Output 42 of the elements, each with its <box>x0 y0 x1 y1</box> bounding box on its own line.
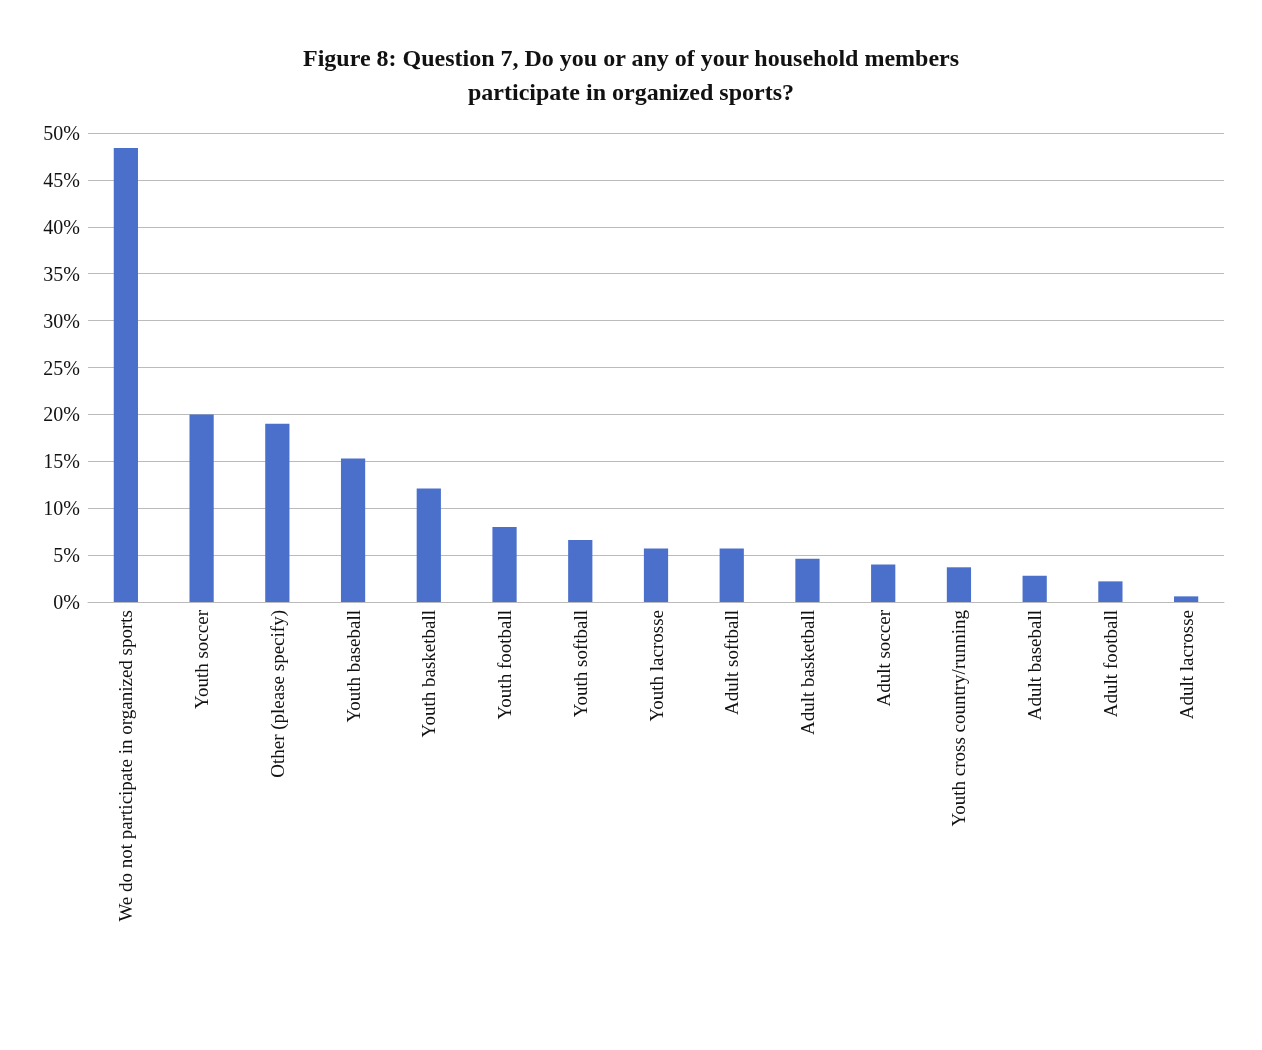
y-tick-label: 50% <box>43 122 80 144</box>
x-tick-label: Adult football <box>1099 610 1121 718</box>
x-tick-label: Adult baseball <box>1024 610 1046 721</box>
y-tick-label: 45% <box>43 168 80 191</box>
y-tick-label: 0% <box>53 591 80 613</box>
y-tick-label: 5% <box>53 544 80 567</box>
x-tick-label: Adult basketball <box>796 610 818 736</box>
x-tick-label: Adult softball <box>721 610 743 716</box>
x-tick-label: Youth softball <box>569 610 591 718</box>
bar <box>265 423 290 602</box>
bar <box>1098 581 1123 602</box>
bar <box>795 558 820 602</box>
bar <box>643 548 669 602</box>
chart-title: Figure 8: Question 7, Do you or any of your household members participate in organized sports? <box>302 45 960 105</box>
x-tick-label: Youth football <box>494 610 516 720</box>
y-tick-label: 30% <box>43 309 80 332</box>
x-tick-label: Adult lacrosse <box>1175 610 1197 720</box>
bar <box>871 564 896 602</box>
bar <box>946 567 972 602</box>
bar <box>416 488 441 602</box>
y-tick-label: 10% <box>43 497 80 520</box>
bar <box>1022 575 1047 602</box>
bar <box>189 414 214 602</box>
y-tick-label: 25% <box>43 356 80 379</box>
x-tick-label: Youth baseball <box>342 610 364 723</box>
y-tick-label: 20% <box>43 403 80 426</box>
bar <box>113 148 138 602</box>
x-tick-label: We do not participate in organized sports <box>115 610 137 922</box>
y-tick-label: 35% <box>43 262 80 285</box>
x-tick-label: Other (please specify) <box>266 610 289 778</box>
x-tick-label: Adult soccer <box>872 609 894 707</box>
x-tick-label: Youth basketball <box>418 610 440 738</box>
x-tick-label: Youth soccer <box>191 609 213 709</box>
x-tick-label: Youth cross country/running <box>948 609 970 827</box>
bar <box>492 526 517 602</box>
bar <box>568 540 593 602</box>
bar <box>719 548 744 602</box>
x-tick-label: Youth lacrosse <box>645 610 667 722</box>
bar <box>1174 596 1199 602</box>
bar <box>340 458 366 602</box>
y-tick-label: 15% <box>43 450 80 473</box>
y-tick-label: 40% <box>43 215 80 238</box>
